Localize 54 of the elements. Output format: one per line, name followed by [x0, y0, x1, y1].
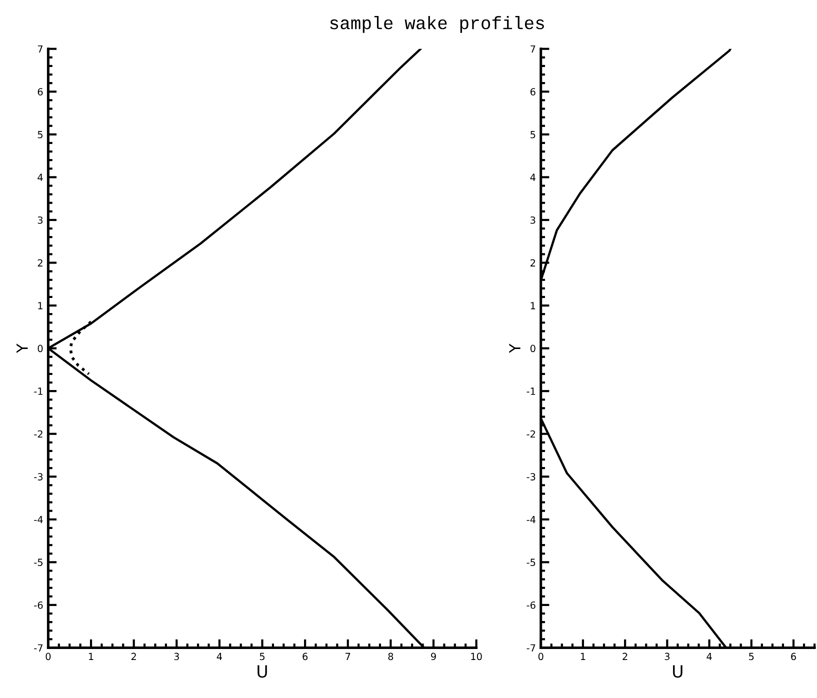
y-tick-label: 0 [38, 344, 43, 352]
x-tick-label: 9 [431, 652, 436, 660]
x-tick-label: 0 [538, 652, 544, 660]
x-tick-label: 6 [791, 652, 796, 660]
x-tick-label: 0 [46, 652, 51, 660]
x-tick-label: 1 [88, 652, 94, 660]
y-axis-title: Y [16, 344, 28, 353]
y-tick-label: -2 [34, 430, 42, 438]
y-tick-label: 4 [38, 174, 43, 181]
x-tick-label: 2 [131, 652, 136, 660]
chart-title: sample wake profiles [330, 16, 544, 33]
x-tick-label: 5 [749, 652, 754, 660]
y-tick-label: -3 [526, 473, 536, 480]
line-series [69, 320, 92, 376]
y-tick-label: -2 [526, 430, 536, 438]
y-tick-label: 2 [530, 259, 536, 266]
y-tick-label: 3 [530, 216, 536, 224]
y-tick-label: -1 [34, 388, 42, 395]
y-tick-label: -4 [526, 516, 536, 524]
y-tick-label: 5 [38, 131, 42, 138]
x-axis-title: U [673, 665, 682, 678]
y-tick-label: 3 [38, 216, 43, 224]
y-tick-label: 6 [530, 88, 536, 96]
x-tick-label: 3 [174, 652, 179, 660]
x-tick-label: 8 [388, 652, 394, 660]
y-axis-title: Y [509, 344, 520, 353]
y-tick-label: -3 [34, 473, 43, 480]
y-tick-label: 2 [38, 259, 42, 266]
y-tick-label: 1 [530, 302, 536, 310]
y-tick-label: 6 [38, 88, 43, 96]
x-tick-label: 4 [706, 652, 712, 660]
x-tick-label: 6 [302, 652, 308, 660]
y-tick-label: -5 [34, 558, 42, 566]
y-tick-label: 1 [38, 302, 42, 310]
x-axis-title: U [258, 665, 267, 678]
y-tick-label: 5 [530, 131, 536, 138]
y-tick-label: -5 [526, 558, 536, 566]
y-tick-label: -1 [526, 388, 536, 395]
x-tick-label: 5 [260, 652, 264, 660]
x-tick-label: 7 [346, 652, 350, 660]
y-tick-label: -4 [34, 516, 43, 524]
y-tick-label: 4 [530, 174, 536, 181]
x-tick-label: 2 [622, 652, 628, 660]
y-tick-label: 0 [530, 344, 536, 352]
y-tick-label: -7 [34, 644, 43, 652]
y-tick-label: -6 [34, 601, 43, 609]
y-tick-label: -7 [526, 644, 536, 652]
x-tick-label: 1 [580, 652, 586, 660]
x-tick-label: 10 [471, 652, 482, 660]
y-tick-label: 7 [530, 45, 536, 53]
x-tick-label: 3 [664, 652, 670, 660]
x-tick-label: 4 [216, 652, 222, 660]
y-tick-label: -6 [526, 601, 536, 609]
y-tick-label: 7 [38, 45, 43, 53]
